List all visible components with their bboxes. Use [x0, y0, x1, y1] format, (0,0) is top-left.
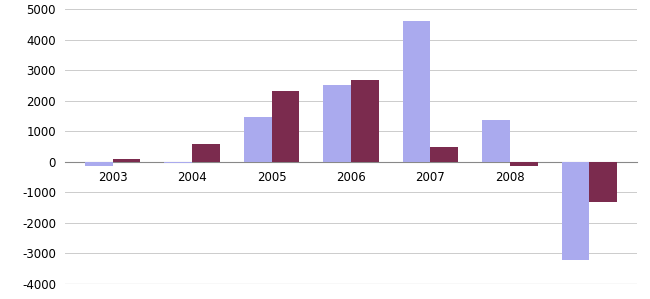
Bar	[112, 159, 140, 162]
Bar	[85, 162, 112, 166]
Bar	[562, 162, 590, 260]
Bar	[323, 86, 351, 162]
Bar	[482, 120, 510, 162]
Bar	[430, 147, 458, 162]
Bar	[590, 162, 617, 202]
Bar	[272, 91, 300, 162]
Bar	[402, 21, 430, 162]
Bar	[510, 162, 538, 166]
Bar	[244, 117, 272, 162]
Bar	[192, 144, 220, 162]
Bar	[164, 162, 192, 163]
Bar	[351, 80, 379, 162]
